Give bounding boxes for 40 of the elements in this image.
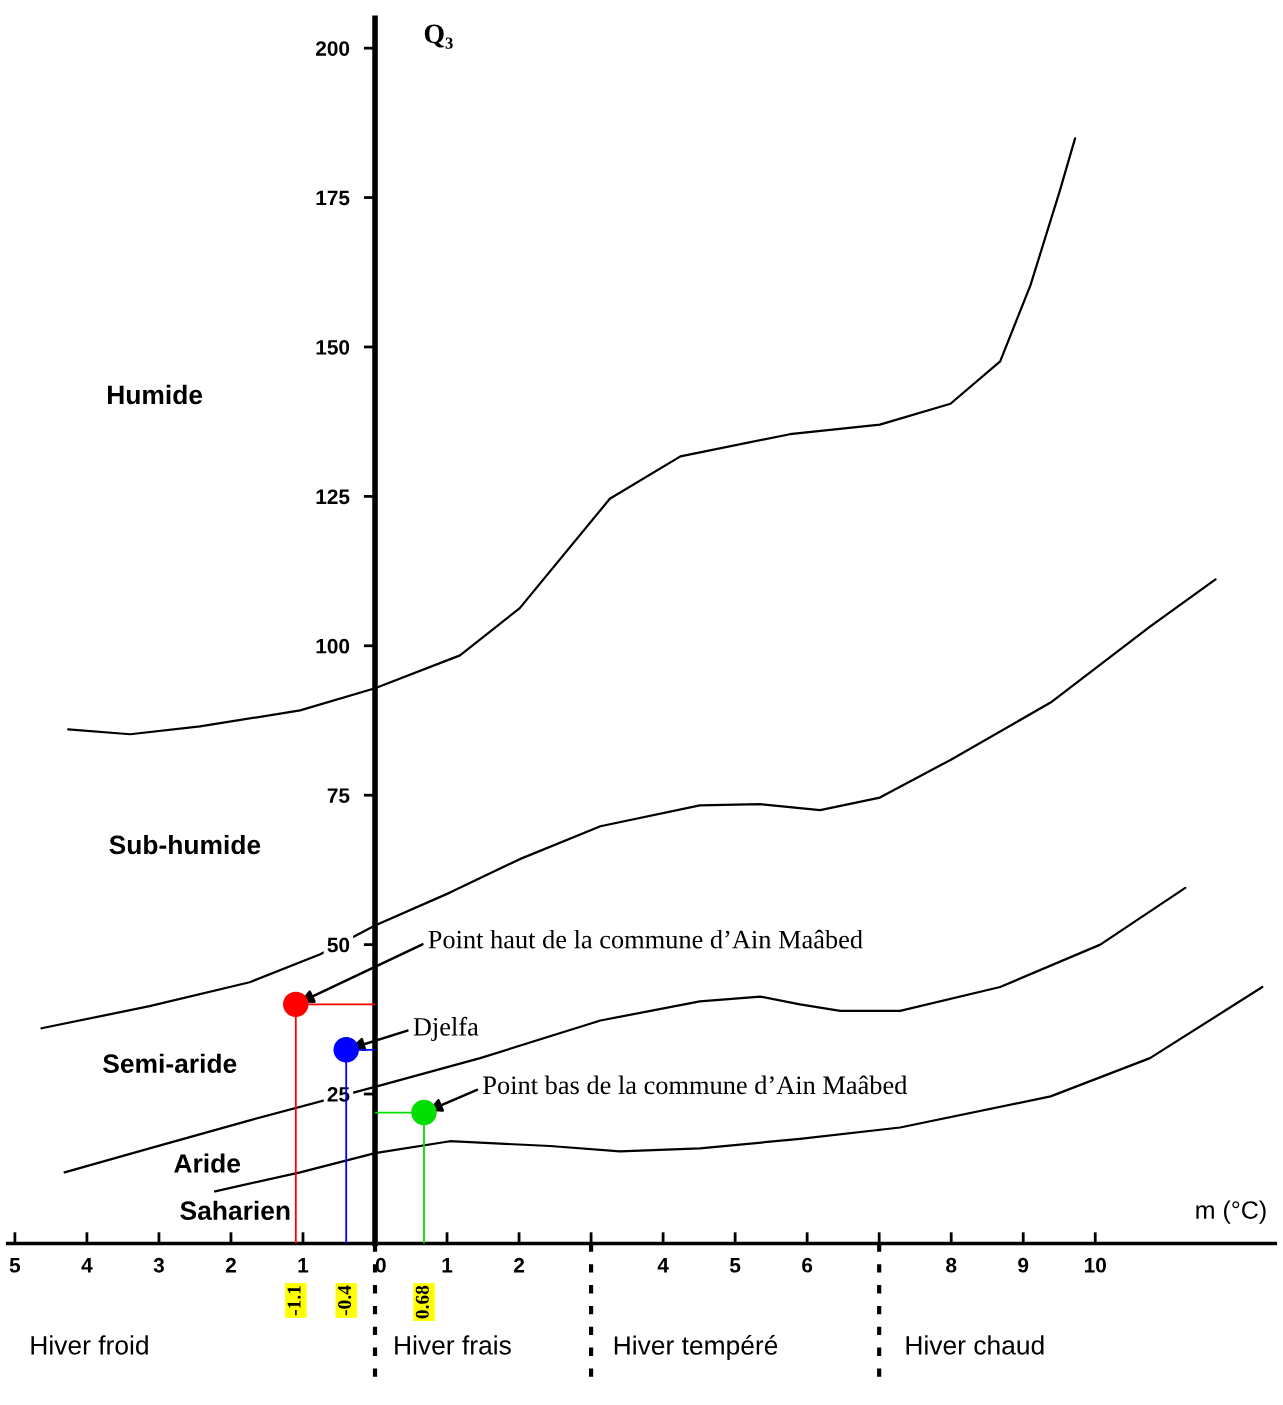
annotation: Semi-aride	[103, 1053, 237, 1074]
x-tick-label: 10	[1084, 1257, 1106, 1273]
x-tick-label: 1	[442, 1258, 453, 1273]
x2-tick-label: 0.68	[415, 1285, 429, 1319]
text: Hiver tempéré	[614, 1335, 778, 1361]
x2-tick-label: -1.1	[287, 1286, 301, 1316]
annotation: Point bas de la commune d’Ain Maâbed	[483, 1075, 908, 1095]
y-tick-label: 100	[316, 638, 350, 654]
x-tick-label: 8	[946, 1257, 957, 1273]
x-tick-label: 1	[298, 1258, 309, 1273]
annotation: Saharien	[180, 1200, 290, 1221]
y-tick-label: 75	[327, 788, 350, 803]
x-axis-title: m (°C)	[1196, 1200, 1266, 1224]
annotation: Point haut de la commune d’Ain Maâbed	[428, 929, 863, 949]
x-tick-label: 3	[153, 1257, 164, 1273]
x-tick-label: 2	[513, 1257, 525, 1273]
text: Hiver chaud	[906, 1335, 1044, 1355]
annotation: Humide	[108, 384, 203, 405]
y-tick-label: 50	[327, 937, 350, 953]
text: Hiver froid	[31, 1335, 148, 1355]
point	[411, 1099, 437, 1126]
y-tick-label: 200	[315, 41, 350, 56]
point	[283, 991, 309, 1018]
x-tick-label: 9	[1018, 1257, 1029, 1273]
y-tick-label: 175	[316, 190, 350, 206]
annotation: Djelfa	[413, 1016, 479, 1042]
x-tick-label: 4	[657, 1258, 669, 1273]
x2-tick-label: -0.4	[337, 1285, 352, 1316]
annotation: Aride	[174, 1153, 241, 1173]
text: Hiver frais	[395, 1335, 511, 1355]
y-axis-title: Q₃	[424, 24, 453, 49]
x-tick-label: 5	[729, 1258, 741, 1273]
x-tick-label: 4	[81, 1258, 93, 1273]
x-tick-label: 5	[9, 1258, 21, 1273]
y-tick-label: 150	[316, 339, 350, 355]
annotation: Sub-humide	[109, 834, 261, 855]
point	[333, 1037, 359, 1063]
x-tick-label: 6	[802, 1257, 813, 1273]
x-tick-label: 2	[225, 1257, 236, 1273]
y-tick-label: 125	[316, 489, 350, 505]
